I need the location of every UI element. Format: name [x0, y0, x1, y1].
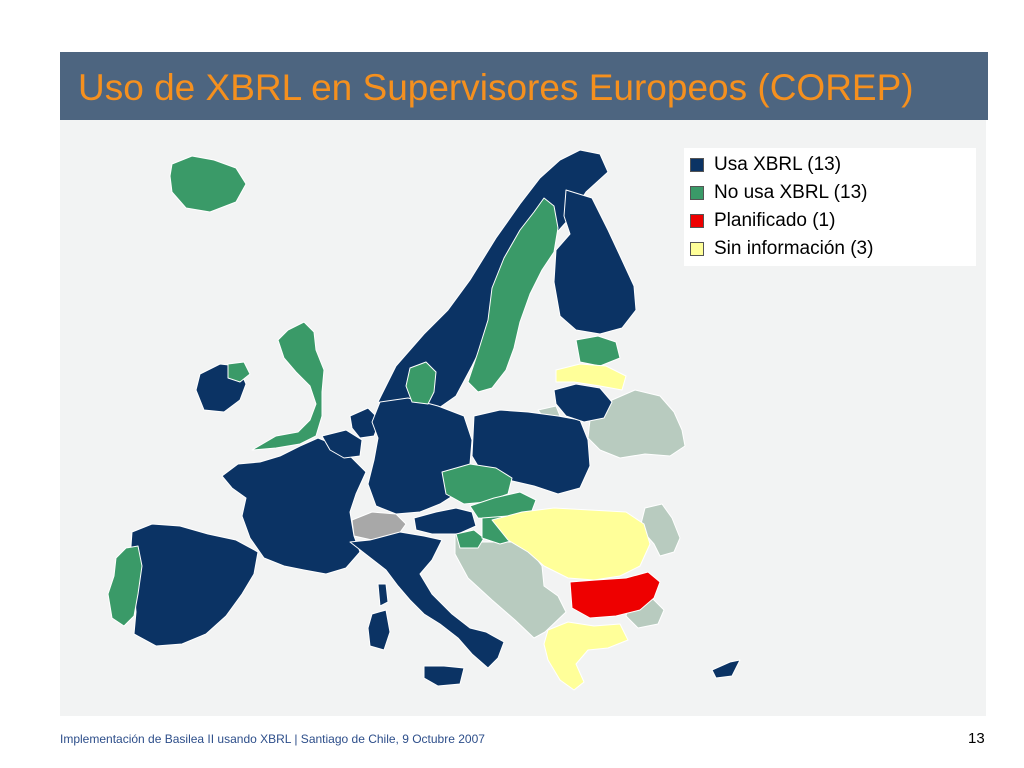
country-sardinia [367, 609, 391, 651]
legend-swatch-usa-xbrl [690, 158, 704, 172]
legend-swatch-sin-informacion [690, 242, 704, 256]
country-belarus [587, 389, 686, 459]
legend-label-no-usa-xbrl: No usa XBRL (13) [714, 182, 868, 203]
country-belgium [321, 429, 363, 459]
slide-footer: Implementación de Basilea II usando XBRL… [60, 732, 485, 746]
country-sweden [467, 197, 559, 393]
country-czech-republic [441, 463, 513, 505]
country-bulgaria [569, 571, 661, 619]
legend-label-planificado: Planificado (1) [714, 210, 836, 231]
country-switzerland [351, 511, 407, 541]
country-spain [129, 523, 259, 647]
slide-title-bar: Uso de XBRL en Supervisores Europeos (CO… [60, 52, 988, 120]
country-estonia [575, 335, 621, 367]
legend-swatch-no-usa-xbrl [690, 186, 704, 200]
country-northern-ireland [227, 361, 251, 383]
country-netherlands [349, 407, 381, 439]
page-number: 13 [968, 730, 985, 747]
country-portugal [107, 545, 143, 627]
map-legend: Usa XBRL (13) No usa XBRL (13) Planifica… [684, 148, 976, 266]
country-france [221, 437, 367, 575]
legend-label-usa-xbrl: Usa XBRL (13) [714, 154, 842, 175]
legend-label-sin-informacion: Sin información (3) [714, 238, 874, 259]
country-iceland [169, 155, 247, 213]
country-austria [413, 507, 477, 535]
country-denmark [405, 361, 437, 405]
country-italy [349, 531, 505, 669]
country-greece [543, 621, 629, 691]
country-finland [553, 189, 637, 335]
legend-swatch-planificado [690, 214, 704, 228]
slide-title: Uso de XBRL en Supervisores Europeos (CO… [78, 67, 914, 108]
country-united-kingdom [251, 321, 325, 451]
country-sicily [423, 665, 465, 687]
country-slovenia [455, 529, 485, 549]
country-corsica [377, 583, 389, 607]
country-latvia [555, 363, 627, 391]
country-romania [491, 507, 651, 581]
country-cyprus [711, 659, 741, 679]
country-lithuania [553, 383, 613, 423]
europe-map-svg [107, 149, 741, 691]
